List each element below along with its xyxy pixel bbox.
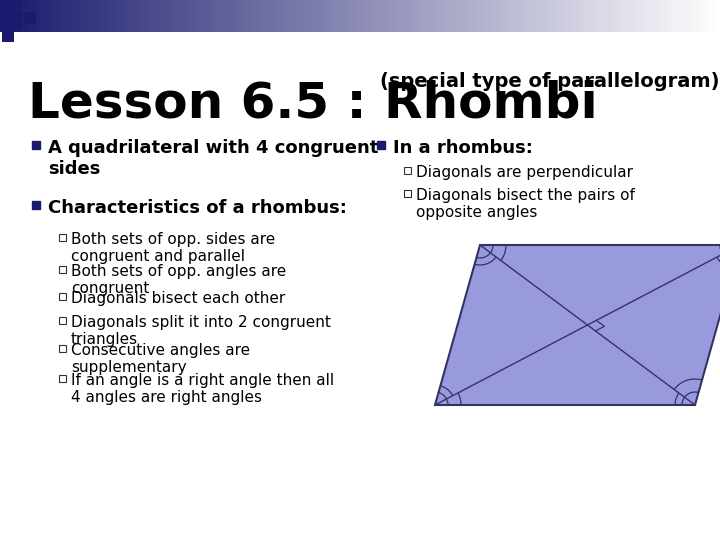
Text: Diagonals bisect the pairs of
opposite angles: Diagonals bisect the pairs of opposite a… [416,188,635,220]
Bar [2,10,22,30]
Text: A quadrilateral with 4 congruent
sides: A quadrilateral with 4 congruent sides [48,139,379,178]
Bar [58,233,66,240]
Bar [24,12,36,24]
Text: Lesson 6.5 : Rhombi: Lesson 6.5 : Rhombi [28,80,598,128]
Text: Both sets of opp. angles are
congruent: Both sets of opp. angles are congruent [71,264,287,296]
Bar [2,0,22,8]
Text: In a rhombus:: In a rhombus: [393,139,533,157]
Bar [58,266,66,273]
Text: Consecutive angles are
supplementary: Consecutive angles are supplementary [71,343,250,375]
Text: Both sets of opp. sides are
congruent and parallel: Both sets of opp. sides are congruent an… [71,232,275,265]
Bar [32,201,40,209]
Bar [2,32,14,42]
Bar [403,166,410,173]
Bar [32,141,40,149]
Text: (special type of parallelogram): (special type of parallelogram) [380,72,719,91]
Bar [58,375,66,381]
Bar [58,316,66,323]
Text: Diagonals split it into 2 congruent
triangles: Diagonals split it into 2 congruent tria… [71,315,331,347]
Text: Characteristics of a rhombus:: Characteristics of a rhombus: [48,199,347,217]
Polygon shape [435,245,720,405]
Bar [58,293,66,300]
Bar [58,345,66,352]
Text: Diagonals bisect each other: Diagonals bisect each other [71,291,285,306]
Bar [403,190,410,197]
Bar [377,141,385,149]
Text: If an angle is a right angle then all
4 angles are right angles: If an angle is a right angle then all 4 … [71,373,334,406]
Text: Diagonals are perpendicular: Diagonals are perpendicular [416,165,633,180]
